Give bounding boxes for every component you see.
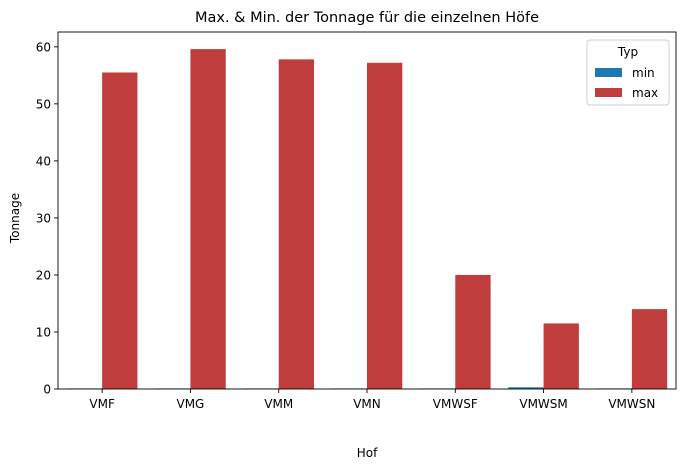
y-tick-label: 60 bbox=[36, 40, 51, 54]
x-tick-label-VMM: VMM bbox=[264, 397, 293, 411]
y-tick-label: 20 bbox=[36, 268, 51, 282]
x-tick-label-VMN: VMN bbox=[353, 397, 381, 411]
x-tick-label-VMG: VMG bbox=[176, 397, 204, 411]
y-tick-label: 50 bbox=[36, 97, 51, 111]
x-tick-label-VMWSN: VMWSN bbox=[608, 397, 655, 411]
bar-max-VMG bbox=[190, 49, 226, 390]
legend: Typ min max bbox=[586, 39, 670, 106]
y-tick-label: 0 bbox=[43, 383, 51, 397]
bar-max-VMWSF bbox=[455, 274, 491, 389]
legend-swatch-min bbox=[595, 68, 622, 77]
x-tick-label-VMWSM: VMWSM bbox=[519, 397, 567, 411]
bar-min-VMWSM bbox=[508, 387, 544, 389]
chart-title: Max. & Min. der Tonnage für die einzelne… bbox=[195, 10, 539, 26]
legend-swatch-max bbox=[595, 88, 622, 97]
bars-layer bbox=[66, 49, 668, 390]
legend-label-max: max bbox=[632, 86, 658, 100]
x-tick-label-VMF: VMF bbox=[89, 397, 115, 411]
axes-layer: 0 10 20 30 40 50 60 VMF VMG VMM VMN VMWSF VMWSM VMWSN bbox=[36, 31, 677, 411]
y-tick-label: 30 bbox=[36, 211, 51, 225]
legend-title: Typ bbox=[617, 45, 638, 59]
bar-max-VMWSN bbox=[631, 309, 668, 389]
y-tick-label: 40 bbox=[36, 154, 51, 168]
y-tick-label: 10 bbox=[36, 325, 51, 339]
x-axis-label: Hof bbox=[357, 446, 378, 460]
y-axis-label: Tonnage bbox=[8, 193, 22, 244]
legend-label-min: min bbox=[632, 66, 655, 80]
bar-max-VMF bbox=[102, 72, 138, 390]
bar-max-VMM bbox=[278, 59, 315, 390]
bar-max-VMN bbox=[367, 62, 403, 390]
bar-max-VMWSM bbox=[543, 323, 579, 389]
x-tick-label-VMWSF: VMWSF bbox=[433, 397, 478, 411]
